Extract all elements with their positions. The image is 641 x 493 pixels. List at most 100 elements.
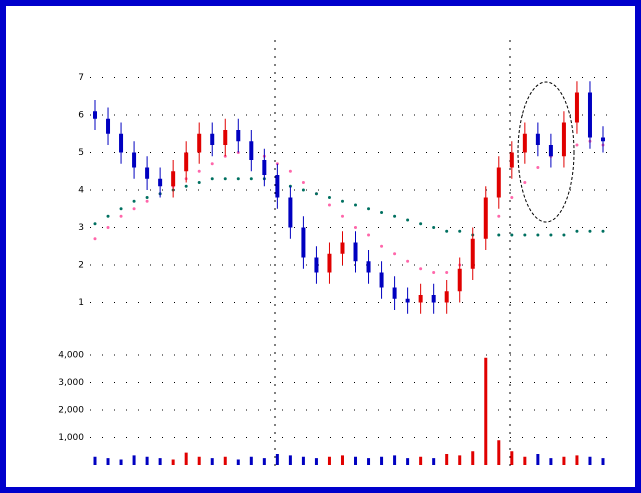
volume-bar xyxy=(393,455,397,465)
ma-point xyxy=(536,166,540,169)
ma-point xyxy=(249,177,253,181)
y2-tick-label: 2,000 xyxy=(58,406,84,416)
ma-point xyxy=(340,199,344,203)
ma-point xyxy=(432,271,436,274)
volume-bar xyxy=(301,456,305,465)
volume-bar xyxy=(575,455,579,465)
volume-bar xyxy=(497,440,501,465)
y2-tick-label: 1,000 xyxy=(58,433,84,443)
y-tick-label: 2 xyxy=(78,261,84,271)
ma-point xyxy=(419,267,423,271)
volume-bar xyxy=(367,458,371,465)
ma-point xyxy=(458,229,462,233)
candle-body xyxy=(197,133,202,153)
ma-point xyxy=(367,233,371,237)
ma-point xyxy=(393,252,397,256)
volume-bar xyxy=(288,455,292,465)
volume-bar xyxy=(484,357,488,465)
y-tick-label: 6 xyxy=(78,111,84,121)
ma-point xyxy=(301,188,305,192)
ma-point xyxy=(575,143,579,147)
ma-point xyxy=(380,244,384,248)
volume-bar xyxy=(380,456,384,465)
ma-point xyxy=(132,199,136,203)
volume-bar xyxy=(184,452,188,465)
volume-bar xyxy=(119,459,123,465)
y2-tick-label: 3,000 xyxy=(58,378,84,388)
ma-point xyxy=(406,218,410,222)
volume-bar xyxy=(432,458,436,465)
candle-body xyxy=(93,111,97,119)
candle-body xyxy=(210,133,215,145)
volume-bar xyxy=(145,456,149,465)
ma-point xyxy=(549,233,553,237)
volume-bar xyxy=(536,454,540,465)
ma-point xyxy=(340,214,344,218)
ma-point xyxy=(497,214,501,218)
candle-body xyxy=(236,130,241,142)
candle-body xyxy=(379,272,384,288)
ma-point xyxy=(523,233,527,237)
y2-tick-label: 4,000 xyxy=(58,351,84,361)
ma-point xyxy=(510,233,514,237)
volume-bar xyxy=(223,456,227,465)
volume-bar xyxy=(562,456,566,465)
candle-body xyxy=(392,287,397,299)
candle-body xyxy=(262,160,267,175)
candle-body xyxy=(366,261,371,273)
volume-bar xyxy=(314,458,318,465)
y-tick-label: 3 xyxy=(78,223,84,233)
candle-body xyxy=(301,227,306,258)
volume-bar xyxy=(354,456,358,465)
candle-body xyxy=(340,242,345,254)
volume-bar xyxy=(601,458,605,465)
candle-body xyxy=(496,167,501,198)
ma-point xyxy=(523,181,527,184)
candle-body xyxy=(314,257,319,273)
ma-point xyxy=(354,226,358,229)
ma-point xyxy=(145,199,149,203)
highlight-ellipse xyxy=(517,81,575,223)
candle-body xyxy=(574,92,579,123)
ma-point xyxy=(210,162,214,166)
volume-bar xyxy=(458,455,462,465)
volume-bar xyxy=(197,456,201,465)
volume-bar xyxy=(249,456,253,465)
volume-bar xyxy=(406,458,410,465)
volume-bar xyxy=(523,456,527,465)
volume-bar xyxy=(327,456,331,465)
candle-body xyxy=(483,197,488,239)
candle-body xyxy=(444,291,449,303)
ma-point xyxy=(93,237,97,241)
ma-point xyxy=(406,259,410,263)
volume-bar xyxy=(132,455,136,465)
candle-body xyxy=(106,118,111,134)
ma-point xyxy=(575,229,579,233)
candle-body xyxy=(249,141,254,160)
candle-body xyxy=(119,133,124,153)
candle-body xyxy=(405,298,410,303)
volume-bar xyxy=(236,459,240,465)
candle-body xyxy=(184,152,189,172)
candle-body xyxy=(548,145,553,157)
ma-point xyxy=(510,196,514,199)
candle-body xyxy=(353,242,358,262)
ma-point xyxy=(588,229,592,233)
ma-point xyxy=(106,214,110,218)
candle-body xyxy=(158,178,163,187)
candle-body xyxy=(470,238,475,269)
volume-bar xyxy=(158,458,162,465)
candle-body xyxy=(327,253,332,273)
candle-body xyxy=(457,268,462,292)
volume-bar xyxy=(106,458,110,465)
candle-body xyxy=(509,152,514,168)
ma-point xyxy=(562,233,566,237)
candle-body xyxy=(418,295,423,303)
ma-point xyxy=(327,196,331,199)
candle-body xyxy=(288,197,293,228)
ma-point xyxy=(327,203,331,207)
candle-body xyxy=(132,152,137,168)
volume-bar xyxy=(445,454,449,465)
